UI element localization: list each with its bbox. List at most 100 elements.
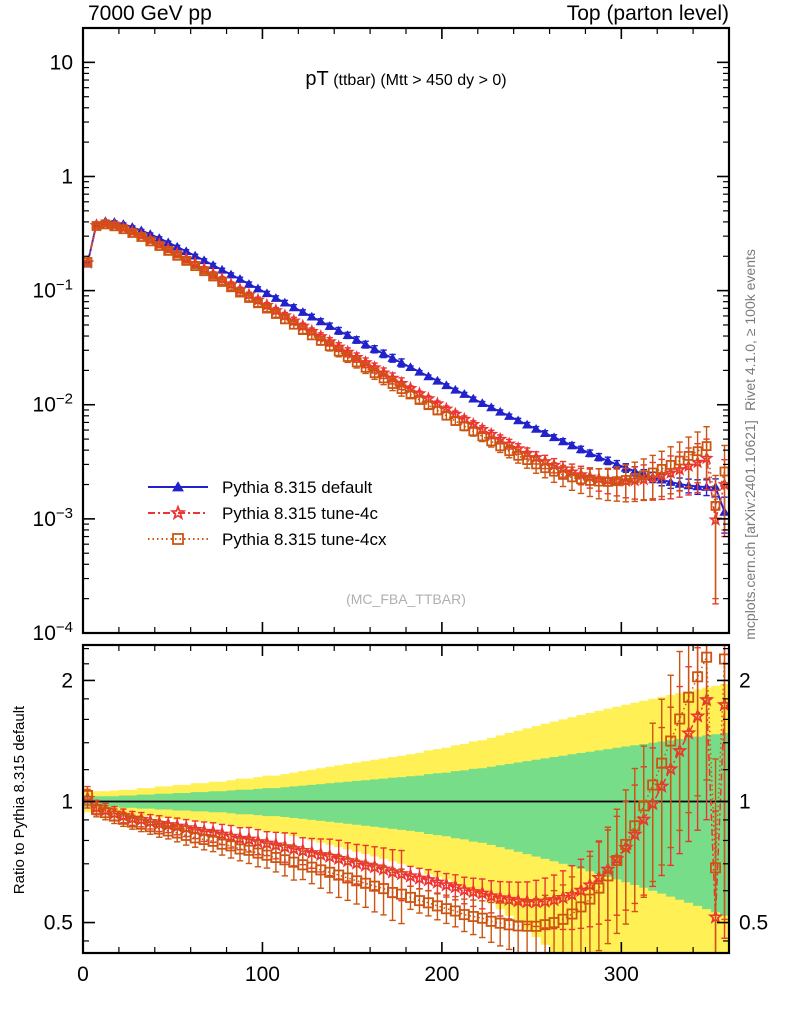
plot-watermark: (MC_FBA_TTBAR) <box>346 591 466 607</box>
marker-square <box>145 236 156 247</box>
marker-square <box>468 426 479 437</box>
marker-square <box>567 472 577 483</box>
marker-square <box>190 261 201 272</box>
marker-square <box>495 441 506 452</box>
marker-square <box>208 271 219 282</box>
marker-square <box>540 463 550 474</box>
marker-square <box>665 459 676 470</box>
marker-square <box>504 446 515 457</box>
y-tick-label: 10 <box>50 51 73 74</box>
marker-square <box>629 820 641 832</box>
marker-triangle <box>450 384 461 394</box>
marker-triangle <box>261 288 273 298</box>
marker-square <box>279 314 290 325</box>
marker-square <box>558 469 568 480</box>
marker-square <box>378 373 389 384</box>
marker-square <box>387 379 398 389</box>
y-ratio-tick-label: 1 <box>61 790 73 813</box>
marker-triangle <box>360 339 371 349</box>
marker-square <box>432 405 443 416</box>
marker-square <box>414 395 425 405</box>
marker-square <box>109 221 120 232</box>
marker-square <box>629 473 640 483</box>
marker-triangle <box>530 424 542 433</box>
marker-square <box>620 475 631 485</box>
x-tick-label: 0 <box>77 963 89 986</box>
marker-triangle <box>522 419 533 429</box>
marker-star <box>420 871 437 887</box>
marker-triangle <box>441 380 452 390</box>
x-tick-label: 200 <box>424 963 459 986</box>
marker-triangle <box>504 411 515 420</box>
marker-square <box>199 266 210 277</box>
marker-square <box>244 293 254 303</box>
marker-square <box>710 862 722 874</box>
marker-star <box>411 870 428 885</box>
marker-triangle <box>378 348 389 358</box>
marker-square <box>459 421 470 432</box>
marker-square <box>701 441 712 452</box>
marker-triangle <box>566 440 578 450</box>
marker-square <box>486 436 497 447</box>
y-ratio-tick-label: 0.5 <box>44 912 73 935</box>
y-ratio-tick-label-right: 1 <box>739 790 751 813</box>
y-ratio-tick-label: 2 <box>61 669 73 692</box>
legend-label-2: Pythia 8.315 tune-4c <box>222 504 378 523</box>
marker-triangle <box>513 415 524 425</box>
side-text-top: Rivet 4.1.0, ≥ 100k events <box>742 249 758 411</box>
marker-triangle <box>252 283 264 293</box>
marker-square <box>665 735 677 747</box>
marker-square <box>647 467 658 478</box>
marker-triangle <box>405 362 416 372</box>
marker-square <box>683 691 695 703</box>
marker-square <box>522 455 532 466</box>
marker-square <box>566 908 578 920</box>
marker-square <box>333 346 344 357</box>
marker-square <box>450 416 461 426</box>
marker-square <box>656 757 668 769</box>
marker-triangle <box>306 311 317 321</box>
marker-star <box>429 873 446 889</box>
marker-triangle <box>172 481 184 492</box>
marker-square <box>172 533 184 545</box>
marker-square <box>692 446 703 457</box>
marker-triangle <box>279 297 290 307</box>
y-tick-label: 1 <box>61 165 73 188</box>
marker-square <box>369 368 380 379</box>
marker-triangle <box>486 402 497 412</box>
marker-square <box>288 319 299 330</box>
marker-square <box>136 232 147 242</box>
marker-square <box>360 362 371 373</box>
marker-square <box>163 245 174 256</box>
x-tick-label: 300 <box>604 963 639 986</box>
marker-triangle <box>270 293 282 302</box>
marker-square <box>477 431 488 442</box>
marker-square <box>127 228 138 238</box>
marker-square <box>181 255 192 266</box>
marker-square <box>620 838 632 850</box>
marker-square <box>235 287 245 298</box>
marker-triangle <box>342 330 353 340</box>
marker-triangle <box>593 452 605 461</box>
header-left: 7000 GeV pp <box>88 2 212 25</box>
marker-square <box>217 277 228 287</box>
marker-square <box>226 282 236 293</box>
marker-triangle <box>297 307 308 316</box>
main-panel-frame <box>81 26 731 635</box>
y-ratio-tick-label-right: 2 <box>739 669 751 692</box>
marker-star <box>457 411 472 426</box>
marker-square <box>441 410 452 421</box>
ratio-band-inner <box>83 733 729 916</box>
marker-square <box>253 298 263 309</box>
main-series-group <box>83 216 729 605</box>
marker-square <box>611 855 623 867</box>
marker-square <box>647 779 659 791</box>
marker-square <box>100 219 111 230</box>
marker-triangle <box>234 274 246 283</box>
marker-triangle <box>324 321 335 330</box>
y-tick-label: 10−3 <box>33 505 73 531</box>
marker-star <box>465 883 482 899</box>
marker-square <box>611 476 622 487</box>
plot-title: pT (ttbar) (Mtt > 450 dy > 0) <box>305 68 506 90</box>
